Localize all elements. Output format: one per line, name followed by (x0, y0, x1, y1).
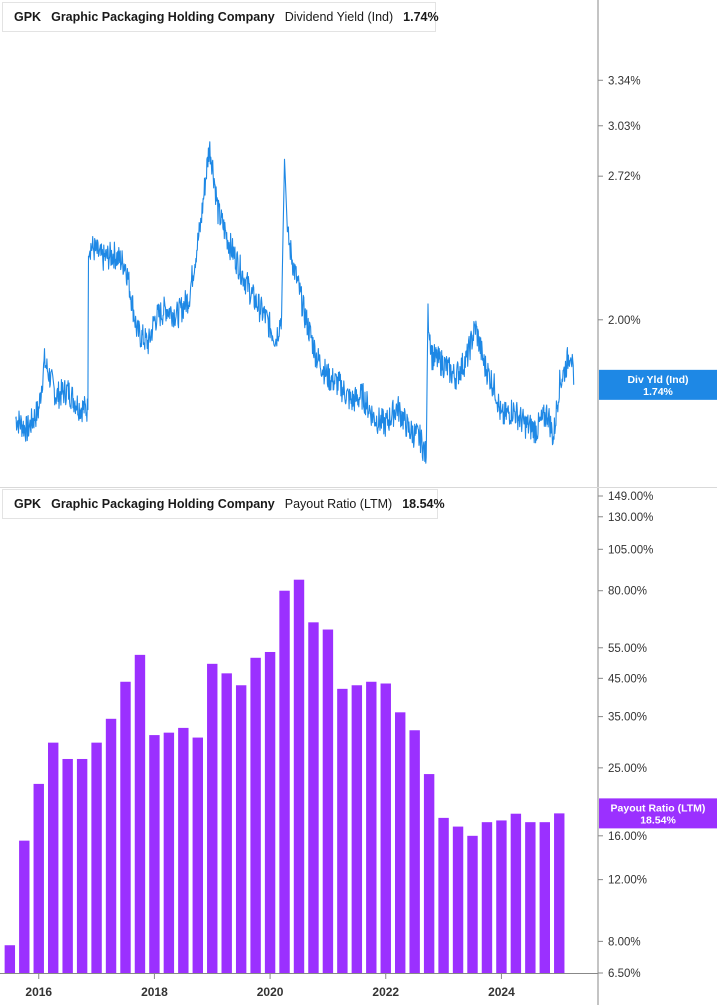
payout-bar (134, 654, 146, 973)
y-tick-label: 3.03% (608, 121, 641, 133)
x-tick-label: 2024 (488, 985, 515, 999)
payout-bar (149, 735, 160, 973)
payout-bar (192, 737, 203, 973)
payout-bar (351, 685, 363, 973)
legend-metric: Payout Ratio (LTM) (284, 497, 393, 511)
flag-value: 18.54% (640, 814, 676, 826)
payout-bar (554, 813, 565, 973)
legend-value: 18.54% (402, 497, 445, 511)
payout-bar (221, 673, 232, 973)
payout-bar (308, 622, 319, 973)
payout-bar (33, 783, 44, 973)
legend-company: Graphic Packaging Holding Company (51, 10, 275, 24)
payout-bar (250, 657, 261, 973)
y-tick-label: 130.00% (608, 512, 653, 524)
payout-bar (366, 681, 377, 973)
payout-bar (438, 817, 449, 973)
flag-value: 1.74% (643, 386, 673, 398)
payout-bar (409, 730, 420, 973)
y-tick-label: 16.00% (608, 831, 647, 843)
y-tick-label: 12.00% (608, 875, 647, 887)
payout-bar (380, 683, 391, 973)
legend-company: Graphic Packaging Holding Company (51, 497, 275, 511)
payout-bar (395, 712, 406, 973)
payout-bar (19, 840, 30, 973)
y-tick-label: 45.00% (608, 673, 647, 685)
y-tick-label: 8.00% (608, 936, 641, 948)
legend-ticker: GPK (14, 10, 42, 24)
flag-label: Payout Ratio (LTM) (611, 802, 706, 814)
payout-bar (105, 718, 117, 973)
payout-bar (279, 590, 290, 973)
payout-bar (539, 822, 550, 973)
payout-bar (178, 727, 189, 973)
x-tick-label: 2018 (141, 985, 168, 999)
payout-bar (264, 651, 276, 973)
current-value-flag (599, 369, 717, 400)
dividend-yield-line (15, 141, 575, 464)
legend-metric: Dividend Yield (Ind) (284, 10, 394, 24)
payout-bar (4, 945, 16, 973)
y-tick-label: 80.00% (608, 586, 647, 598)
y-tick-label: 2.72% (608, 171, 641, 183)
payout-bar (337, 688, 348, 973)
payout-bar (207, 663, 218, 973)
x-tick-label: 2022 (372, 985, 399, 999)
payout-bar (235, 685, 247, 973)
y-tick-label: 3.34% (608, 75, 641, 87)
y-tick-label: 149.00% (608, 491, 653, 503)
payout-bar (322, 629, 334, 973)
y-tick-label: 25.00% (608, 763, 647, 775)
payout-bar (452, 826, 464, 973)
legend-ticker: GPK (14, 497, 42, 511)
payout-ratio-panel: 149.00% 130.00% 105.00% 80.00% 55.00% 45.00% 3… (4, 491, 717, 980)
payout-bar (91, 742, 102, 973)
payout-bar (163, 732, 175, 973)
x-tick-label: 2020 (257, 985, 284, 999)
payout-bar (467, 835, 478, 973)
flag-label: Div Yld (Ind) (627, 374, 688, 386)
payout-bar (496, 820, 507, 973)
payout-bar (481, 822, 493, 973)
legend-value: 1.74% (403, 10, 439, 24)
y-tick-label: 105.00% (608, 544, 653, 556)
y-tick-label: 55.00% (608, 643, 647, 655)
y-tick-label: 35.00% (608, 712, 647, 724)
payout-bar (525, 822, 536, 973)
y-tick-label: 2.00% (608, 315, 641, 327)
payout-bar (76, 758, 88, 973)
y-tick-label: 6.50% (608, 968, 641, 980)
payout-bar (423, 774, 435, 973)
payout-bar (120, 681, 131, 973)
x-tick-label: 2016 (25, 985, 52, 999)
dividend-yield-legend: GPK Graphic Packaging Holding Company Di… (2, 2, 439, 32)
payout-bar (48, 742, 59, 973)
payout-bar (62, 758, 73, 973)
current-value-flag (599, 798, 717, 829)
payout-ratio-legend: GPK Graphic Packaging Holding Company Pa… (2, 489, 445, 519)
payout-bar (510, 813, 522, 973)
payout-bar (293, 579, 305, 973)
dividend-yield-panel: 3.34% 3.03% 2.72% 2.00% Div Yld (Ind)1.74% (15, 75, 717, 464)
